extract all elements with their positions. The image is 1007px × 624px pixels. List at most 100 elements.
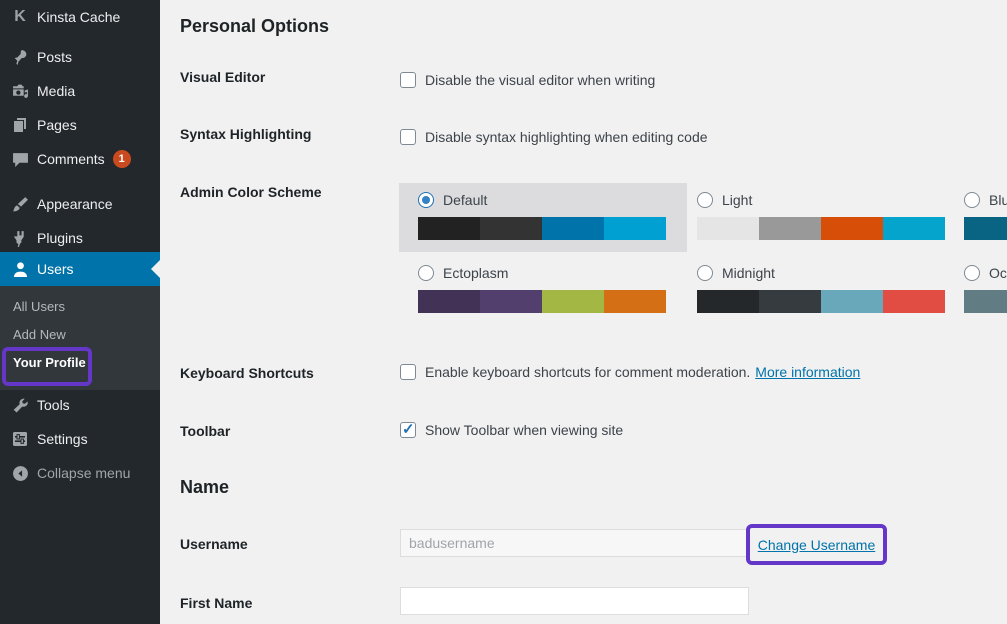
scheme-ectoplasm-swatches xyxy=(418,290,666,313)
sidebar-item-tools[interactable]: Tools xyxy=(0,388,160,422)
users-submenu: All Users Add New Your Profile xyxy=(0,286,160,390)
pin-icon xyxy=(10,47,30,67)
submenu-item-add-new[interactable]: Add New xyxy=(13,327,66,342)
swatch xyxy=(480,217,542,240)
scheme-ocean-name: Ocean xyxy=(989,265,1007,281)
swatch xyxy=(964,290,1007,313)
kinsta-icon: K xyxy=(14,8,26,25)
color-scheme-midnight: Midnight xyxy=(697,265,965,313)
swatch xyxy=(697,217,759,240)
visual-editor-label: Visual Editor xyxy=(180,69,266,85)
wrench-icon xyxy=(10,395,30,415)
scheme-light-radio[interactable] xyxy=(697,192,713,208)
submenu-item-your-profile[interactable]: Your Profile xyxy=(13,355,86,370)
sidebar-item-label: Settings xyxy=(37,431,88,447)
scheme-midnight-radio[interactable] xyxy=(697,265,713,281)
syntax-highlighting-checkbox[interactable] xyxy=(400,129,416,145)
visual-editor-option-text: Disable the visual editor when writing xyxy=(425,72,656,88)
active-item-arrow xyxy=(151,260,160,278)
comment-icon xyxy=(10,149,30,169)
sidebar-item-settings[interactable]: Settings xyxy=(0,422,160,456)
sidebar-item-label: Appearance xyxy=(37,196,113,212)
submenu-item-all-users[interactable]: All Users xyxy=(13,299,66,314)
sidebar-item-label: Comments xyxy=(37,151,105,167)
color-scheme-ocean: Ocean xyxy=(964,265,1007,313)
user-icon xyxy=(10,259,30,279)
keyboard-shortcuts-option: Enable keyboard shortcuts for comment mo… xyxy=(400,364,860,380)
sidebar-item-posts[interactable]: Posts xyxy=(0,40,160,74)
first-name-input[interactable] xyxy=(400,587,749,615)
swatch xyxy=(418,290,480,313)
personal-options-heading: Personal Options xyxy=(180,16,330,36)
keyboard-shortcuts-label: Keyboard Shortcuts xyxy=(180,365,314,381)
color-scheme-blue: Blue xyxy=(964,192,1007,240)
swatch xyxy=(964,217,1007,240)
toolbar-option: Show Toolbar when viewing site xyxy=(400,420,623,438)
sidebar-item-label: Posts xyxy=(37,49,73,65)
swatch xyxy=(883,290,945,313)
color-scheme-ectoplasm: Ectoplasm xyxy=(418,265,686,313)
swatch xyxy=(604,290,666,313)
first-name-label: First Name xyxy=(180,595,253,611)
collapse-arrow-icon xyxy=(10,463,30,483)
sidebar-item-users[interactable]: Users xyxy=(0,252,160,286)
scheme-blue-radio[interactable] xyxy=(964,192,980,208)
brush-icon xyxy=(10,194,30,214)
swatch xyxy=(418,217,480,240)
media-icon xyxy=(10,81,30,101)
scheme-blue-swatches xyxy=(964,217,1007,240)
keyboard-shortcuts-checkbox[interactable] xyxy=(400,364,416,380)
profile-content: Personal Options Visual Editor Disable t… xyxy=(160,0,1007,624)
sidebar-item-collapse-menu[interactable]: Collapse menu xyxy=(0,456,160,490)
sidebar-item-plugins[interactable]: Plugins xyxy=(0,221,160,255)
more-information-link[interactable]: More information xyxy=(755,364,861,380)
sidebar-item-comments[interactable]: Comments 1 xyxy=(0,142,160,176)
scheme-midnight-swatches xyxy=(697,290,945,313)
visual-editor-checkbox[interactable] xyxy=(400,72,416,88)
pages-icon xyxy=(10,115,30,135)
scheme-default-name: Default xyxy=(443,192,488,208)
scheme-midnight-name: Midnight xyxy=(722,265,775,281)
sidebar-item-media[interactable]: Media xyxy=(0,74,160,108)
sidebar-item-appearance[interactable]: Appearance xyxy=(0,187,160,221)
scheme-ectoplasm-radio[interactable] xyxy=(418,265,434,281)
toolbar-checkbox[interactable] xyxy=(400,420,416,438)
sidebar-item-pages[interactable]: Pages xyxy=(0,108,160,142)
swatch xyxy=(542,217,604,240)
scheme-default-swatches xyxy=(418,217,666,240)
scheme-light-swatches xyxy=(697,217,945,240)
sidebar-item-label: Pages xyxy=(37,117,77,133)
sidebar-item-label: Collapse menu xyxy=(37,465,131,481)
swatch xyxy=(821,217,883,240)
syntax-highlighting-option: Disable syntax highlighting when editing… xyxy=(400,129,708,145)
admin-sidebar: K Kinsta Cache Posts Media Pages C xyxy=(0,0,160,624)
sidebar-item-kinsta-cache[interactable]: K Kinsta Cache xyxy=(0,0,160,34)
scheme-default-radio[interactable] xyxy=(418,192,434,208)
username-label: Username xyxy=(180,536,248,552)
sidebar-item-label: Users xyxy=(37,261,74,277)
username-input[interactable] xyxy=(400,529,747,557)
color-scheme-default: Default xyxy=(418,192,686,240)
sidebar-item-label: Plugins xyxy=(37,230,83,246)
toolbar-label: Toolbar xyxy=(180,423,231,439)
syntax-highlighting-option-text: Disable syntax highlighting when editing… xyxy=(425,129,708,145)
scheme-light-name: Light xyxy=(722,192,753,208)
color-scheme-light: Light xyxy=(697,192,965,240)
change-username-link[interactable]: Change Username xyxy=(757,536,876,553)
scheme-ocean-swatches xyxy=(964,290,1007,313)
swatch xyxy=(821,290,883,313)
sidebar-item-label: Media xyxy=(37,83,76,99)
swatch xyxy=(759,290,821,313)
scheme-ocean-radio[interactable] xyxy=(964,265,980,281)
swatch xyxy=(759,217,821,240)
swatch xyxy=(604,217,666,240)
visual-editor-option: Disable the visual editor when writing xyxy=(400,72,655,88)
admin-color-scheme-label: Admin Color Scheme xyxy=(180,184,322,200)
plug-icon xyxy=(10,228,30,248)
swatch xyxy=(697,290,759,313)
keyboard-shortcuts-option-text: Enable keyboard shortcuts for comment mo… xyxy=(425,364,751,380)
sidebar-item-label: Kinsta Cache xyxy=(37,9,121,25)
name-heading: Name xyxy=(180,477,230,497)
scheme-ectoplasm-name: Ectoplasm xyxy=(443,265,509,281)
